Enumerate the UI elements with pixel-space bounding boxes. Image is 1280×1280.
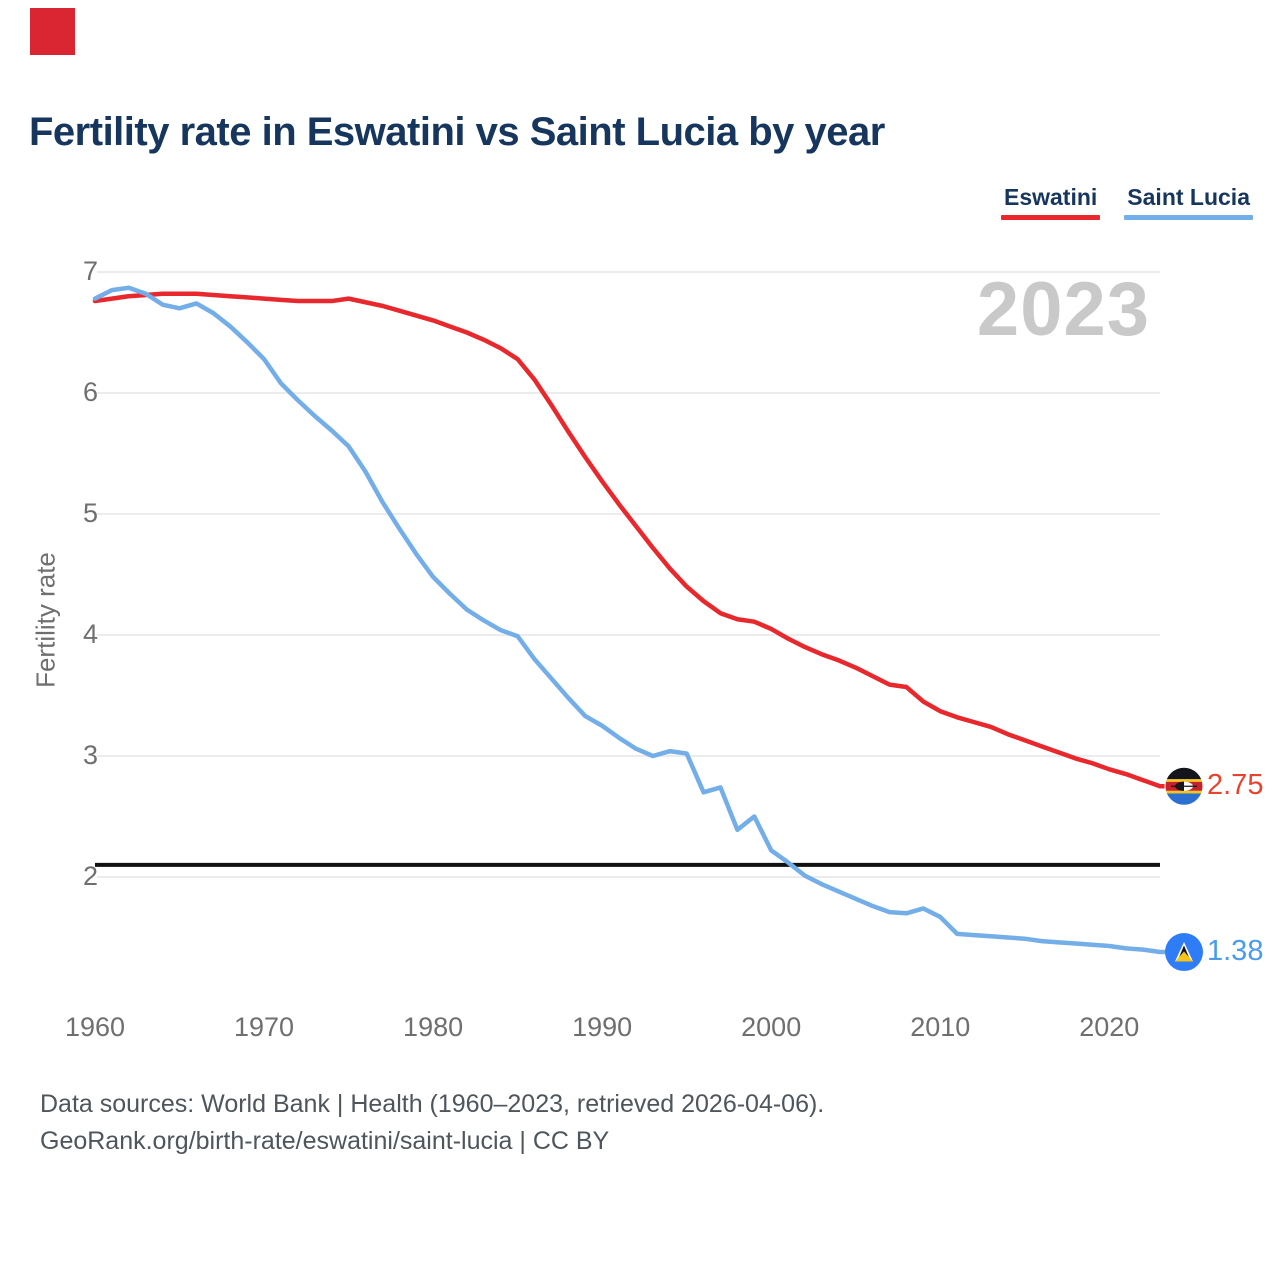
- footer-source-line: Data sources: World Bank | Health (1960–…: [40, 1090, 825, 1118]
- saint-lucia-series-line[interactable]: [92, 285, 1167, 955]
- year-watermark: 2023: [976, 267, 1150, 352]
- x-tick-label: 2020: [1079, 1012, 1140, 1042]
- legend-label-saint-lucia: Saint Lucia: [1127, 184, 1250, 210]
- y-tick-label: 6: [82, 377, 98, 407]
- eswatini-end-value: 2.75: [1207, 769, 1264, 802]
- x-tick-label: 2000: [741, 1012, 802, 1042]
- x-tick-label: 1960: [64, 1012, 126, 1042]
- saint-lucia-flag-icon: [1165, 933, 1203, 972]
- legend-item-saint-lucia[interactable]: Saint Lucia: [1124, 184, 1253, 220]
- gridlines: [97, 271, 1160, 878]
- eswatini-series-line[interactable]: [92, 291, 1167, 789]
- x-tick-label: 1980: [403, 1012, 464, 1042]
- x-tick-label: 2010: [910, 1012, 971, 1042]
- y-tick-label: 7: [82, 256, 98, 286]
- footer: Data sources: World Bank | Health (1960–…: [40, 1086, 824, 1159]
- legend-underline-eswatini: [1000, 215, 1101, 220]
- y-tick-label: 2: [82, 861, 98, 891]
- y-tick-label: 4: [82, 619, 98, 649]
- saint-lucia-end-value: 1.38: [1207, 935, 1264, 968]
- y-tick-label: 3: [82, 740, 98, 770]
- legend: Eswatini Saint Lucia: [1000, 184, 1253, 220]
- eswatini-flag-icon: [1164, 766, 1204, 806]
- footer-license-line[interactable]: GeoRank.org/birth-rate/eswatini/saint-lu…: [40, 1126, 610, 1155]
- legend-underline-saint-lucia: [1124, 215, 1253, 220]
- x-tick-label: 1990: [572, 1012, 633, 1042]
- y-tick-label: 5: [82, 498, 98, 528]
- legend-item-eswatini[interactable]: Eswatini: [1000, 184, 1101, 220]
- x-tick-label: 1970: [234, 1012, 295, 1042]
- site-logo[interactable]: [30, 8, 75, 55]
- chart-title: Fertility rate in Eswatini vs Saint Luci…: [29, 110, 885, 154]
- legend-label-eswatini: Eswatini: [1003, 184, 1098, 210]
